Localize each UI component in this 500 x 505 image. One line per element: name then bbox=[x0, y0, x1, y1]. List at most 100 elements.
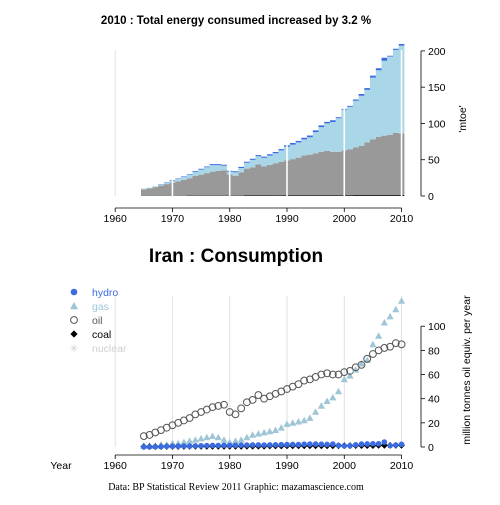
bottom-x-axis: 1960 1970 1980 1990 2000 2010 bbox=[104, 454, 414, 472]
oil-point bbox=[231, 410, 240, 419]
gas-point bbox=[306, 414, 314, 421]
oil-point bbox=[363, 354, 372, 363]
top-y-axis-label: 'mtoe' bbox=[457, 105, 469, 132]
top-y-axis: 0 50 100 150 200 bbox=[420, 46, 446, 203]
gas-point bbox=[312, 408, 320, 415]
gas-point bbox=[231, 437, 240, 444]
legend-item-oil: oil bbox=[70, 315, 103, 327]
legend-gas-marker bbox=[70, 302, 78, 310]
oil-point bbox=[340, 368, 349, 377]
oil-point bbox=[237, 404, 246, 413]
hydro-point bbox=[347, 442, 353, 449]
top-x-tick-label: 1990 bbox=[275, 213, 299, 225]
top-x-axis: 1960 1970 1980 1990 2000 2010 bbox=[104, 207, 413, 225]
gas-point bbox=[180, 438, 188, 445]
bottom-x-tick-label: 2010 bbox=[390, 460, 414, 472]
hydro-point bbox=[163, 443, 170, 450]
top-y-tick-label: 100 bbox=[428, 118, 446, 130]
hydro-point bbox=[393, 442, 399, 448]
gas-point bbox=[271, 426, 280, 433]
hydro-point bbox=[387, 442, 393, 449]
hydro-point bbox=[324, 441, 330, 448]
gas-point bbox=[375, 332, 383, 339]
hydro-point bbox=[186, 443, 193, 449]
bottom-data-points bbox=[139, 297, 406, 450]
legend-nuclear-marker: ✳ bbox=[70, 343, 79, 355]
gas-point bbox=[277, 424, 285, 431]
legend-item-hydro: hydro bbox=[70, 287, 118, 299]
top-y-tick-label: 200 bbox=[428, 46, 446, 58]
area-coal bbox=[141, 195, 405, 196]
oil-point bbox=[369, 350, 377, 358]
gas-point bbox=[203, 433, 211, 441]
legend-label-hydro: hydro bbox=[92, 287, 118, 299]
gas-point bbox=[243, 433, 251, 441]
top-stacked-chart: 2010 : Total energy consumed increased b… bbox=[101, 15, 469, 225]
top-y-tick-label: 0 bbox=[428, 191, 434, 203]
hydro-point bbox=[330, 441, 336, 447]
hydro-point bbox=[335, 442, 342, 449]
main-chart-title: Iran : Consumption bbox=[149, 246, 323, 267]
oil-point bbox=[220, 400, 228, 409]
oil-point bbox=[294, 380, 303, 389]
legend-label-nuclear: nuclear bbox=[92, 343, 127, 355]
gas-point bbox=[294, 418, 303, 425]
hydro-point bbox=[169, 443, 176, 450]
gas-point bbox=[266, 427, 274, 435]
oil-point bbox=[208, 403, 217, 412]
top-x-tick-label: 1960 bbox=[104, 213, 128, 225]
hydro-point bbox=[284, 441, 290, 448]
oil-point bbox=[300, 376, 309, 385]
gas-point bbox=[237, 436, 245, 443]
hydro-point bbox=[267, 442, 273, 448]
hydro-point bbox=[221, 442, 227, 449]
hydro-point bbox=[152, 443, 159, 450]
gas-point bbox=[340, 375, 348, 383]
bottom-x-axis-label: Year bbox=[50, 460, 72, 472]
hydro-point bbox=[146, 444, 153, 450]
top-y-tick-label: 50 bbox=[428, 155, 440, 167]
oil-point bbox=[139, 432, 148, 441]
gas-point bbox=[346, 372, 354, 379]
gas-point bbox=[334, 387, 343, 395]
hydro-point bbox=[226, 442, 233, 449]
bottom-y-axis: 0 20 40 60 80 100 bbox=[420, 321, 446, 454]
oil-point bbox=[397, 340, 406, 349]
hydro-point bbox=[375, 440, 382, 447]
hydro-point bbox=[244, 442, 250, 448]
top-x-tick-label: 1970 bbox=[161, 213, 185, 225]
oil-point bbox=[380, 344, 389, 352]
bottom-y-tick-label: 0 bbox=[428, 442, 434, 454]
top-x-tick-label: 1980 bbox=[218, 213, 242, 225]
hydro-point bbox=[370, 440, 376, 447]
hydro-point bbox=[175, 443, 181, 449]
gas-point bbox=[220, 436, 228, 443]
oil-point bbox=[214, 402, 223, 410]
oil-point bbox=[328, 370, 337, 379]
hydro-point bbox=[301, 441, 307, 448]
hydro-point bbox=[272, 442, 279, 448]
area-gas bbox=[141, 45, 405, 190]
oil-point bbox=[386, 342, 394, 351]
bottom-y-tick-label: 80 bbox=[428, 345, 440, 357]
hydro-point bbox=[364, 441, 370, 447]
hydro-point bbox=[209, 442, 216, 449]
top-chart-title: 2010 : Total energy consumed increased b… bbox=[101, 15, 371, 27]
hydro-point bbox=[341, 443, 348, 449]
gas-point bbox=[397, 297, 406, 304]
gas-point bbox=[208, 432, 217, 439]
bottom-y-axis-label: million tonnes oil equiv. per year bbox=[461, 295, 473, 445]
oil-point bbox=[317, 370, 326, 379]
hydro-point bbox=[312, 441, 319, 447]
bottom-x-tick-label: 1990 bbox=[275, 460, 299, 472]
hydro-point bbox=[181, 443, 187, 449]
credit-text: Data: BP Statistical Review 2011 Graphic… bbox=[108, 482, 364, 493]
hydro-point bbox=[192, 443, 199, 449]
gas-point bbox=[352, 366, 360, 373]
gas-point bbox=[386, 312, 394, 320]
gas-point bbox=[249, 431, 257, 438]
bottom-x-tick-label: 1980 bbox=[218, 460, 242, 472]
oil-point bbox=[248, 395, 257, 404]
